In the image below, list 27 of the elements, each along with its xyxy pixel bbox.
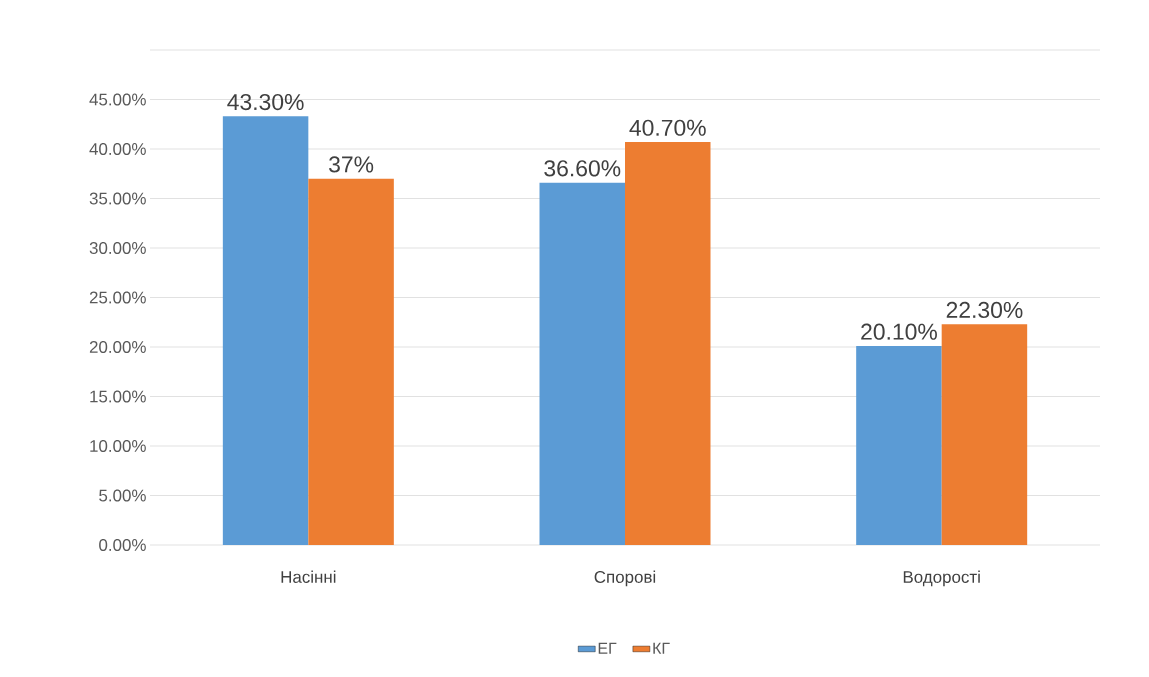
x-tick-label: Водорості	[903, 570, 980, 587]
y-tick-label: 0.00%	[99, 539, 146, 551]
bar	[856, 346, 942, 545]
y-tick-label: 5.00%	[99, 489, 146, 502]
bar	[222, 116, 309, 545]
y-tick-label: 40.00%	[89, 143, 146, 155]
y-tick-label: 45.00%	[89, 93, 146, 106]
data-label: 22.30%	[946, 301, 1023, 319]
legend-label: ЕГ	[598, 642, 617, 654]
y-tick-label: 10.00%	[90, 440, 146, 452]
x-tick-label: Спорові	[594, 570, 656, 587]
x-tick-label: Насінні	[281, 570, 336, 583]
y-tick-label: 15.00%	[90, 390, 146, 403]
legend-label: КГ	[653, 642, 670, 654]
data-label: 37%	[329, 156, 374, 173]
data-label: 20.10%	[861, 323, 937, 340]
bar	[625, 142, 711, 545]
y-tick-label: 20.00%	[89, 341, 146, 353]
data-label: 36.60%	[544, 160, 621, 177]
bar	[539, 182, 625, 545]
bar	[308, 178, 394, 545]
data-label: 40.70%	[629, 119, 706, 136]
y-tick-label: 35.00%	[89, 192, 146, 205]
y-tick-label: 30.00%	[89, 242, 146, 254]
y-tick-label: 25.00%	[89, 291, 146, 304]
data-label: 43.30%	[227, 93, 304, 111]
bar	[941, 324, 1028, 545]
